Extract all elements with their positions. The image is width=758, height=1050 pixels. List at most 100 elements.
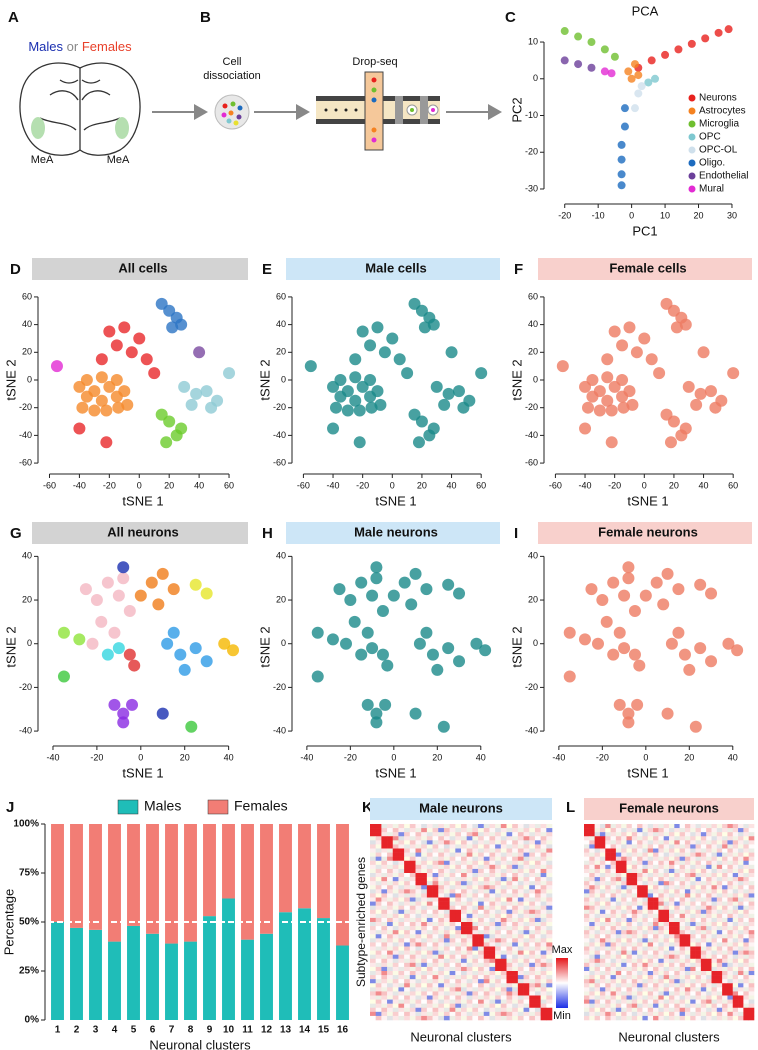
heatmap-cell [722,1011,728,1017]
heatmap-cell [534,983,541,988]
heatmap-cell [605,1007,611,1013]
heatmap-cell [674,991,680,996]
heatmap-cell [690,983,696,988]
heatmap-cell [381,893,388,898]
heatmap-cell [455,958,462,964]
heatmap-cell [506,860,513,866]
point [665,637,678,650]
heatmap-cell [443,885,450,890]
heatmap-cell [674,848,680,853]
point [630,104,639,113]
step-label: Drop-seq [352,56,397,68]
heatmap-cell [594,856,601,862]
heatmap-cell [500,913,507,919]
heatmap-cell [631,1015,638,1021]
point [697,346,710,359]
heatmap-cell [700,864,707,870]
heatmap-cell [605,966,611,972]
legend-swatch [207,799,229,815]
heatmap-cell [626,991,633,996]
heatmap-cell [637,975,643,980]
heatmap-cell [605,897,611,902]
heatmap-cell [743,877,749,882]
point [409,707,422,720]
panel-title: All cells [118,260,167,275]
heatmap-cell [663,946,670,951]
heatmap-cell [500,999,507,1004]
heatmap-cell [455,901,462,906]
heatmap-cell [466,913,473,919]
heatmap-cell [409,1011,416,1017]
point [361,698,374,711]
heatmap-cell [455,946,462,951]
heatmap-cell [711,881,718,886]
heatmap-cell [546,926,553,931]
heatmap-cell [409,885,416,890]
heatmap-cell [432,962,439,968]
heatmap-cell [426,852,433,857]
heatmap-cell [610,958,617,964]
heatmap-cell [392,860,399,866]
heatmap-cell [711,930,718,935]
heatmap-cell [489,991,496,996]
heatmap-cell [404,922,411,927]
heatmap-cell [743,909,749,915]
heatmap-cell [421,991,428,996]
heatmap-cell [605,917,611,923]
heatmap-cell [584,950,590,955]
heatmap-cell [438,950,445,955]
y-tick-label: -40 [19,430,32,440]
point [117,572,130,585]
heatmap-cell [489,860,496,866]
heatmap-cell [716,840,723,845]
heatmap-cell [663,938,670,943]
panel-header [32,522,248,544]
heatmap-cell [409,877,416,882]
heatmap-cell [455,832,462,837]
heatmap-cell [512,1011,519,1017]
heatmap-cell [506,824,513,829]
heatmap-cell [540,901,547,906]
heatmap-cell [534,946,541,951]
heatmap-cell [512,905,519,911]
heatmap-cell [748,877,755,882]
heatmap-cell [387,856,394,862]
heatmap-cell [387,975,394,980]
heatmap-cell [711,934,718,939]
heatmap-cell [605,889,611,894]
heatmap-cell [653,824,659,829]
heatmap-cell [690,893,696,898]
heatmap-cell [679,824,686,829]
heatmap-cell [647,828,654,833]
heatmap-cell [716,836,723,841]
heatmap-cell [381,938,388,943]
heatmap-cell [500,1011,507,1017]
heatmap-cell [748,897,755,902]
heatmap-cell [615,930,622,935]
heatmap-cell [478,999,485,1004]
heatmap-cell [653,975,659,980]
heatmap-cell [738,844,744,849]
heatmap-cell [375,962,382,968]
bar-segment [108,941,121,1020]
heatmap-cell [495,930,502,935]
heatmap-cell [647,922,654,927]
heatmap-cell [674,824,680,829]
heatmap-cell [392,991,399,996]
heatmap-cell [421,828,428,833]
heatmap-cell [610,934,617,939]
heatmap-cell [404,824,411,829]
heatmap-cell [605,913,611,919]
heatmap-cell [523,979,530,984]
heatmap-cell [461,897,467,902]
y-tick-label: -30 [525,183,538,193]
heatmap-cell [599,828,606,833]
heatmap-cell [495,971,502,976]
y-tick-label: -20 [19,402,32,412]
heatmap-cell [392,856,399,862]
heatmap-cell [743,897,749,902]
heatmap-cell [517,991,524,996]
heatmap-cell [732,877,739,882]
heatmap-cell [647,832,654,837]
y-tick-label: 0 [533,638,538,648]
